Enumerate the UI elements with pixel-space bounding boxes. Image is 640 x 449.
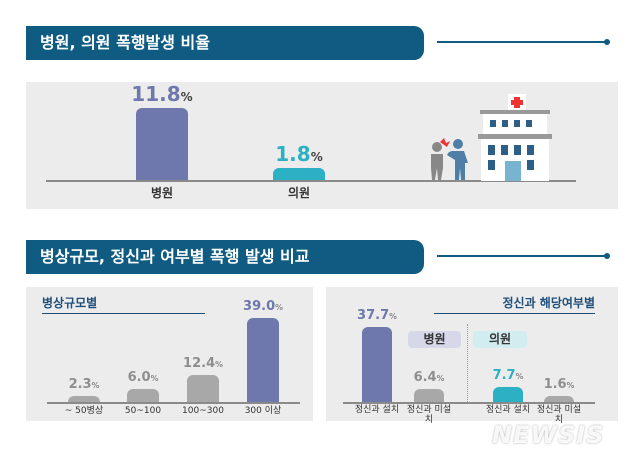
hospital-assault-illustration-icon: [431, 94, 552, 181]
chart2-title-underline: [42, 313, 205, 314]
newsis-watermark: NEWSIS: [492, 421, 605, 449]
category-label: 정신과 미설치: [536, 405, 582, 426]
baseline: [46, 180, 576, 182]
data-label: 7.7%: [492, 367, 524, 383]
bar: [414, 389, 444, 402]
chart2-title: 병상규모별: [42, 296, 98, 310]
data-label: 2.3%: [68, 377, 100, 392]
data-label: 1.8%: [275, 142, 323, 166]
chart3-title: 정신과 해당여부별: [502, 296, 596, 310]
category-label: 정신과 설치: [485, 405, 531, 415]
group-divider: [467, 324, 468, 402]
bar: [136, 108, 188, 180]
bar: [187, 375, 219, 402]
category-label: 정신과 미설치: [406, 405, 452, 426]
category-label: 50~100: [124, 406, 162, 416]
data-label: 39.0%: [243, 299, 283, 315]
bar: [362, 327, 392, 402]
category-label: ~ 50병상: [64, 406, 104, 416]
header-line-decoration: [437, 39, 610, 45]
data-label: 1.6%: [543, 377, 575, 392]
bar: [68, 396, 100, 402]
data-label: 11.8%: [131, 82, 193, 107]
data-label: 6.4%: [413, 370, 445, 386]
baseline: [47, 402, 300, 404]
data-label: 12.4%: [183, 356, 223, 372]
baseline: [343, 402, 595, 404]
category-label: 100~300: [182, 406, 224, 416]
bar: [247, 318, 279, 402]
chart3-title-underline: [434, 313, 595, 314]
bar: [544, 396, 574, 402]
bar: [127, 389, 159, 402]
category-label: 의원: [287, 186, 311, 200]
category-label: 정신과 설치: [354, 405, 400, 415]
group-label-hospital: 병원: [408, 331, 461, 348]
group-label-clinic: 의원: [473, 331, 527, 348]
data-label: 6.0%: [127, 370, 159, 386]
category-label: 300 이상: [244, 406, 282, 416]
header-line-decoration: [437, 253, 610, 259]
section1-header: 병원, 의원 폭행발생 비율: [26, 26, 424, 60]
bar: [493, 386, 523, 402]
data-label: 37.7%: [357, 308, 397, 324]
section2-header: 병상규모, 정신과 여부별 폭행 발생 비교: [26, 240, 424, 274]
category-label: 병원: [150, 186, 174, 200]
bar: [273, 168, 325, 180]
